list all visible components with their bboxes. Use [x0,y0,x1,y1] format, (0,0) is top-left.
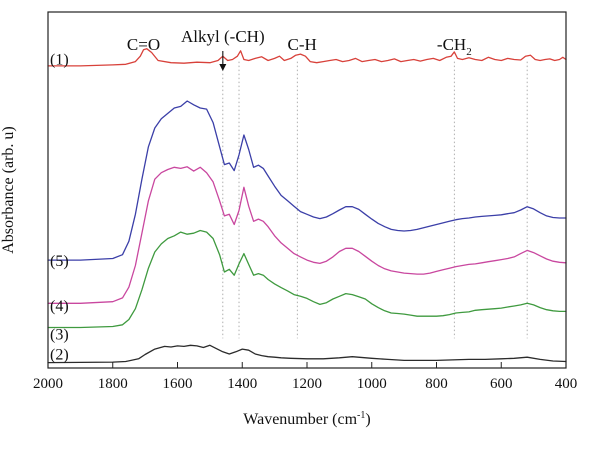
guide-lines [222,61,528,339]
series-line-5 [47,100,567,261]
x-tick-label: 2000 [33,376,63,392]
series-label: (2) [50,347,69,364]
alkyl-arrow-head [219,64,227,71]
series-line-3 [47,229,567,329]
series-line-4 [47,166,567,304]
x-tick-label: 1000 [357,376,387,392]
series-label: (4) [50,298,69,315]
series-label: (3) [50,327,69,344]
x-axis-label: Wavenumber (cm-1) [243,410,370,428]
x-tick-label: 1200 [292,376,322,392]
annotation-group: C=O Alkyl (-CH) C-H -CH2 [127,27,472,71]
annotation-c-h: C-H [288,35,317,54]
x-tick-label: 1800 [98,376,128,392]
x-tick-label: 400 [555,376,578,392]
series-line-2 [47,344,567,364]
x-axis-ticks: 2000 1800 1600 1400 1200 1000 800 600 400 [33,362,577,392]
x-tick-label: 1400 [227,376,257,392]
x-tick-label: 600 [490,376,513,392]
x-tick-label: 800 [425,376,448,392]
annotation-alkyl: Alkyl (-CH) [181,27,265,46]
series-label: (5) [50,253,69,270]
series-line-1 [47,48,567,67]
series-labels: (2) (3) (4) (5) (1) [50,51,69,363]
y-axis-label: Absorbance (arb. u) [0,126,17,254]
annotation-ch2: -CH2 [437,35,472,58]
series-label: (1) [50,51,69,68]
annotation-c-o: C=O [127,35,160,54]
series-group [47,48,567,364]
x-tick-label: 1600 [163,376,193,392]
plot-frame [47,11,567,369]
